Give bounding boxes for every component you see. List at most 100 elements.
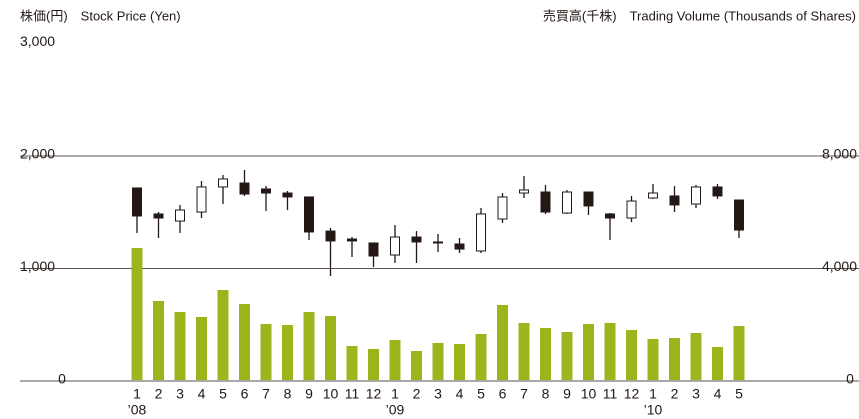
- volume-bar: [432, 342, 444, 380]
- x-tick-label: 8: [284, 386, 292, 402]
- volume-bar: [303, 311, 315, 380]
- x-tick-label: 1: [133, 386, 141, 402]
- x-tick-label: 12: [366, 386, 382, 402]
- x-tick-label: 2: [413, 386, 421, 402]
- x-tick-label: 4: [198, 386, 206, 402]
- x-tick-label: 1: [649, 386, 657, 402]
- y2-tick-label: 0: [846, 371, 854, 387]
- candle-body: [390, 236, 400, 256]
- x-tick-label: 3: [692, 386, 700, 402]
- x-tick-label: 12: [624, 386, 640, 402]
- volume-bar: [647, 338, 659, 380]
- volume-bar: [411, 351, 422, 380]
- x-tick-label: 3: [176, 386, 184, 402]
- candle-body: [669, 195, 680, 206]
- volume-bar: [260, 324, 272, 380]
- x-tick-label: 3: [434, 386, 442, 402]
- x-tick-label: 4: [714, 386, 722, 402]
- y2-tick-label: 8,000: [822, 146, 857, 162]
- x-tick-label: 2: [671, 386, 679, 402]
- candle-body: [261, 188, 271, 194]
- x-year-label: ’10: [644, 402, 663, 418]
- candle-body: [153, 213, 164, 219]
- y-tick-label: 0: [58, 371, 66, 387]
- candle-body: [712, 186, 723, 197]
- x-tick-label: 6: [499, 386, 507, 402]
- volume-bar: [626, 329, 637, 380]
- volume-bar: [196, 317, 207, 380]
- volume-bar: [669, 338, 680, 380]
- x-tick-label: 11: [345, 386, 360, 402]
- x-year-label: ’09: [386, 402, 405, 418]
- volume-bar: [217, 290, 229, 380]
- volume-bar: [346, 345, 358, 380]
- x-tick-label: 9: [305, 386, 313, 402]
- y-tick-label: 2,000: [20, 146, 55, 162]
- y-tick-label: 3,000: [20, 33, 55, 49]
- candle-body: [691, 186, 701, 205]
- candle-body: [734, 199, 744, 231]
- volume-bar: [561, 331, 573, 380]
- x-tick-label: 7: [262, 386, 270, 402]
- candle-body: [347, 238, 357, 242]
- candle-body: [497, 196, 508, 220]
- x-tick-label: 7: [520, 386, 528, 402]
- candle-body: [648, 192, 658, 199]
- volume-bar: [712, 347, 723, 380]
- volume-bar: [518, 322, 530, 380]
- y2-tick-label: 4,000: [822, 258, 857, 274]
- candle-body: [218, 178, 228, 188]
- volume-bar: [733, 326, 745, 380]
- volume-bar: [174, 311, 186, 380]
- candle-body: [626, 200, 637, 219]
- candle-body: [476, 213, 486, 252]
- volume-bar: [497, 304, 508, 380]
- candle-body: [540, 191, 551, 213]
- candle-body: [562, 191, 572, 214]
- candle-body: [583, 191, 594, 207]
- x-year-label: ’08: [128, 402, 147, 418]
- candle-body: [175, 209, 185, 222]
- x-tick-label: 8: [542, 386, 550, 402]
- x-tick-label: 9: [563, 386, 571, 402]
- x-tick-label: 5: [219, 386, 227, 402]
- volume-bar: [540, 327, 551, 380]
- x-tick-label: 2: [155, 386, 163, 402]
- volume-bar: [325, 315, 336, 380]
- x-tick-label: 10: [323, 386, 339, 402]
- x-tick-label: 10: [581, 386, 597, 402]
- candle-body: [433, 241, 443, 244]
- x-tick-label: 6: [241, 386, 249, 402]
- x-tick-label: 4: [456, 386, 464, 402]
- candle-body: [411, 236, 422, 243]
- volume-bar: [454, 344, 465, 380]
- volume-bar: [131, 248, 143, 380]
- volume-bar: [690, 333, 702, 380]
- y-axis-label: 株価(円) Stock Price (Yen): [20, 8, 181, 23]
- candle-body: [605, 213, 615, 219]
- candle-body: [282, 192, 293, 198]
- x-tick-label: 1: [391, 386, 399, 402]
- candle-body: [368, 242, 379, 257]
- y2-axis-label: 売買高(千株) Trading Volume (Thousands of Sha…: [543, 8, 856, 23]
- x-tick-label: 5: [477, 386, 485, 402]
- volume-bar: [368, 349, 379, 380]
- x-tick-label: 5: [735, 386, 743, 402]
- volume-bar: [604, 322, 616, 380]
- candle-body: [304, 196, 314, 233]
- x-tick-label: 11: [603, 386, 618, 402]
- candle-body: [239, 182, 250, 195]
- candle-body: [132, 187, 142, 217]
- candle-body: [196, 186, 207, 213]
- volume-bar: [239, 304, 250, 380]
- candle-body: [454, 243, 465, 250]
- volume-bar: [153, 300, 164, 380]
- volume-bar: [475, 333, 487, 380]
- candle-body: [325, 230, 336, 242]
- y-tick-label: 1,000: [20, 258, 55, 274]
- volume-bar: [389, 340, 401, 380]
- candle-body: [519, 189, 529, 194]
- volume-bar: [282, 324, 293, 380]
- volume-bar: [583, 324, 594, 380]
